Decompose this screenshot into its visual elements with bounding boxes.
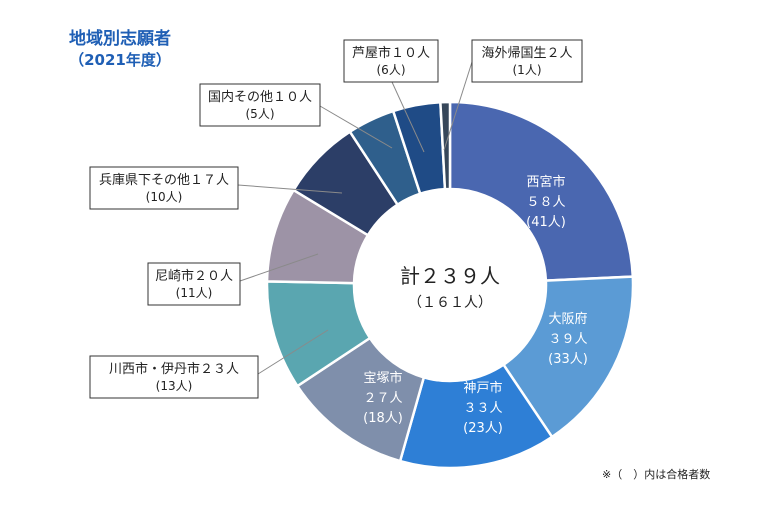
- callout-name-7: 国内その他１０人: [208, 89, 312, 105]
- leader-line-7: [319, 105, 393, 149]
- slice-0: [448, 100, 635, 282]
- center-total-label: 計２３９人: [400, 264, 500, 288]
- callout-name-9: 海外帰国生２人: [481, 45, 572, 61]
- callout-box-8: [343, 39, 439, 83]
- callout-name-4: 川西市・伊丹市２３人: [109, 361, 239, 377]
- callout-box-6: [89, 166, 239, 210]
- callout-name-6: 兵庫県下その他１７人: [99, 173, 229, 188]
- callout-box-4: [89, 355, 259, 399]
- chart-title: 地域別志願者: [69, 29, 171, 49]
- callout-box-5: [147, 262, 241, 306]
- footnote: ※（ ）内は合格者数: [602, 468, 711, 481]
- slice-label-3-0: 宝塚市: [363, 370, 402, 386]
- callout-passed-4: (13人): [156, 379, 193, 393]
- chart-title-block: 地域別志願者 （2021年度）: [50, 28, 190, 70]
- callout-passed-6: (10人): [146, 190, 183, 204]
- chart-subtitle: （2021年度）: [69, 51, 171, 69]
- callout-box-7: [199, 83, 321, 127]
- slice-label-0-0: 西宮市: [526, 174, 565, 190]
- callout-passed-5: (11人): [176, 286, 213, 300]
- callout-name-8: 芦屋市１０人: [352, 45, 430, 61]
- slice-label-3-2: (18人): [363, 411, 403, 426]
- slice-label-1-2: (33人): [548, 352, 588, 367]
- slice-label-1-1: ３９人: [548, 332, 587, 347]
- callout-passed-9: (1人): [513, 63, 542, 77]
- leader-line-8: [391, 81, 425, 153]
- slice-label-2-1: ３３人: [463, 401, 502, 416]
- slice-label-2-2: (23人): [463, 421, 503, 436]
- leader-line-9: [443, 61, 473, 151]
- slice-label-0-1: ５８人: [526, 195, 565, 210]
- callout-passed-7: (5人): [246, 107, 275, 121]
- leader-line-5: [239, 253, 319, 282]
- slice-label-0-2: (41人): [526, 215, 566, 230]
- slice-label-3-1: ２７人: [363, 391, 402, 406]
- center-passed-label: （１６１人）: [408, 295, 492, 311]
- leader-line-6: [237, 184, 343, 194]
- callout-passed-8: (6人): [377, 63, 406, 77]
- leader-line-4: [257, 329, 329, 375]
- slice-label-1-0: 大阪府: [548, 312, 587, 327]
- callout-name-5: 尼崎市２０人: [155, 268, 233, 284]
- callout-box-9: [471, 39, 583, 83]
- slice-label-2-0: 神戸市: [463, 380, 502, 396]
